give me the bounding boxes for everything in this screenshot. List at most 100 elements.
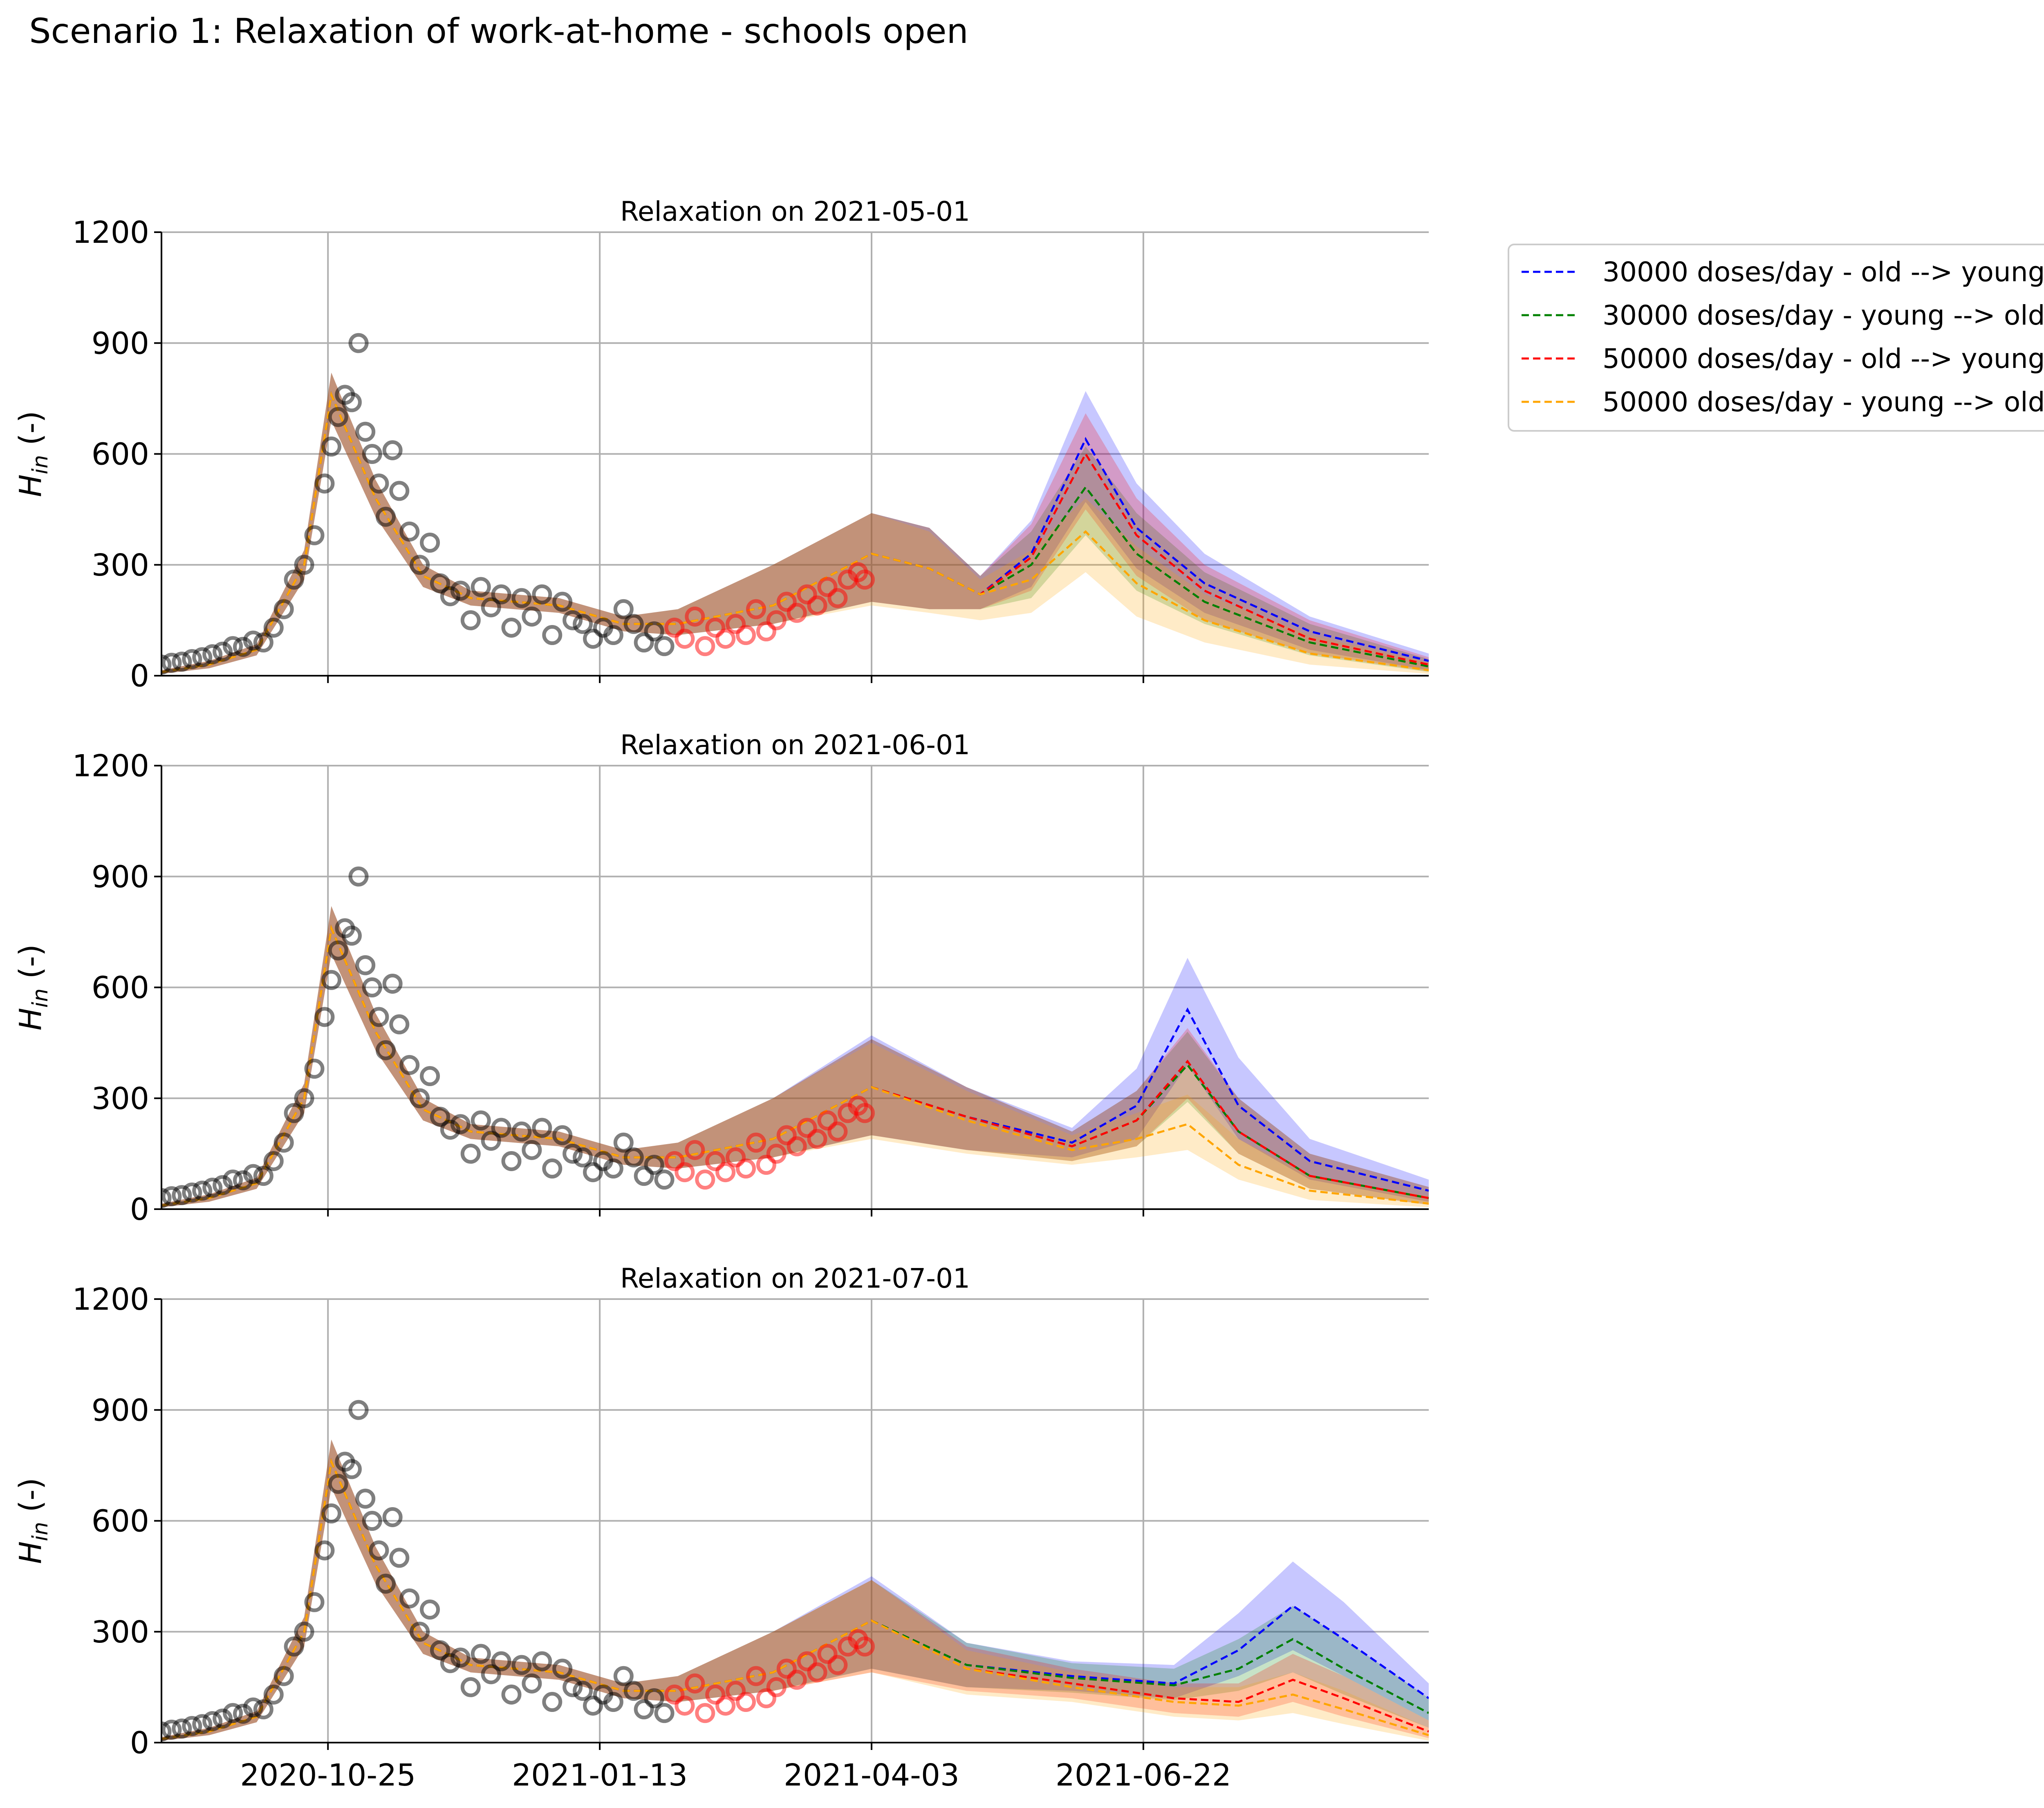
x-tick-label: 2020-10-25 [240, 1758, 416, 1793]
y-axis-label: Hin (-) [13, 411, 53, 497]
validation-point [776, 591, 797, 612]
y-axis-label-suffix: (-) [13, 411, 48, 455]
observed-point [511, 588, 532, 608]
validation-point [827, 1655, 848, 1675]
y-axis-label-suffix: (-) [13, 1478, 48, 1522]
observed-point [273, 599, 294, 619]
observed-point [362, 1511, 382, 1531]
observed-point [613, 599, 634, 619]
observed-point [355, 421, 376, 442]
observed-point [369, 1007, 389, 1027]
observed-point [583, 1162, 603, 1183]
validation-point [817, 1644, 838, 1664]
x-tick-label: 2021-06-22 [1056, 1758, 1231, 1793]
observed-point [172, 1185, 192, 1205]
observed-point [511, 1655, 532, 1675]
observed-point [491, 1118, 511, 1138]
validation-point [807, 595, 827, 616]
observed-point [623, 614, 644, 634]
observed-point [161, 1721, 172, 1742]
observed-point [304, 1058, 325, 1079]
observed-point [304, 1592, 325, 1612]
observed-point [253, 632, 273, 653]
observed-point [213, 1708, 233, 1729]
observed-point [182, 1182, 202, 1203]
observed-point [294, 1088, 314, 1109]
observed-point [573, 1680, 593, 1701]
observed-point [328, 407, 348, 427]
y-axis-label-suffix: (-) [13, 944, 48, 988]
y-tick-label: 300 [92, 1615, 149, 1650]
observed-point [328, 940, 348, 961]
observed-point [532, 584, 552, 605]
observed-point [369, 473, 389, 494]
panel-1: Relaxation on 2021-05-01 0 300 600 900 1200 Hi… [13, 196, 1429, 694]
validation-point [776, 1125, 797, 1145]
observed-point [362, 977, 382, 997]
observed-point [304, 525, 325, 545]
x-tick-label: 2021-01-13 [512, 1758, 688, 1793]
observed-point [634, 632, 654, 653]
observed-point [389, 481, 410, 501]
observed-point [243, 1697, 263, 1718]
validation-point [746, 1666, 766, 1686]
observed-point [243, 1164, 263, 1184]
validation-point [827, 588, 848, 608]
validation-point [726, 614, 746, 634]
observed-point [654, 636, 675, 656]
y-tick-label: 0 [130, 1192, 149, 1227]
observed-point [410, 555, 430, 575]
validation-point [807, 1129, 827, 1149]
observed-point [440, 586, 460, 607]
observed-point [161, 1188, 172, 1208]
y-tick-label: 900 [92, 1393, 149, 1428]
observed-point [161, 652, 182, 673]
observed-point [213, 641, 233, 662]
validation-point [766, 1677, 787, 1697]
observed-point [172, 1718, 192, 1739]
observed-point [501, 617, 522, 638]
validation-point [787, 603, 807, 623]
figure-suptitle: Scenario 1: Relaxation of work-at-home -… [29, 11, 968, 51]
panel-title: Relaxation on 2021-05-01 [620, 196, 970, 227]
observed-point [273, 1666, 294, 1686]
observed-point [213, 1175, 233, 1195]
observed-point [273, 1132, 294, 1153]
observed-point [321, 1503, 342, 1523]
observed-point [369, 1540, 389, 1561]
validation-point [705, 1684, 726, 1705]
observed-point [253, 1699, 273, 1720]
observed-point [603, 1158, 623, 1179]
observed-point [314, 1540, 335, 1561]
observed-point [573, 614, 593, 634]
observed-point [263, 1684, 284, 1705]
observed-point [542, 625, 563, 645]
validation-point [854, 569, 875, 590]
observed-point [563, 610, 583, 630]
legend: 30000 doses/day - old --> young 30000 dos… [1508, 244, 2044, 432]
validation-point [705, 1151, 726, 1171]
observed-point [481, 597, 501, 618]
observed-point [460, 610, 481, 630]
observed-point [182, 1716, 202, 1736]
observed-point [440, 1653, 460, 1674]
observed-point [583, 1696, 603, 1716]
observed-point [613, 1666, 634, 1686]
validation-point [695, 1703, 715, 1723]
observed-point [644, 1688, 664, 1708]
validation-point [817, 577, 838, 597]
observed-point [460, 1677, 481, 1697]
observed-point [263, 617, 284, 638]
y-axis-label-main: H [13, 1541, 48, 1564]
observed-point [341, 392, 362, 412]
y-axis-label: Hin (-) [13, 944, 53, 1031]
observed-point [389, 1548, 410, 1568]
observed-point [348, 1400, 369, 1420]
observed-point [284, 1636, 304, 1657]
y-tick-label: 1200 [72, 215, 149, 250]
validation-point [797, 584, 817, 605]
y-tick-label: 1200 [72, 1282, 149, 1317]
panel-plot-area [161, 333, 1429, 675]
panel-2: Relaxation on 2021-06-01 0 300 600 900 1200 Hi… [13, 729, 1429, 1227]
observed-point [654, 1703, 675, 1723]
